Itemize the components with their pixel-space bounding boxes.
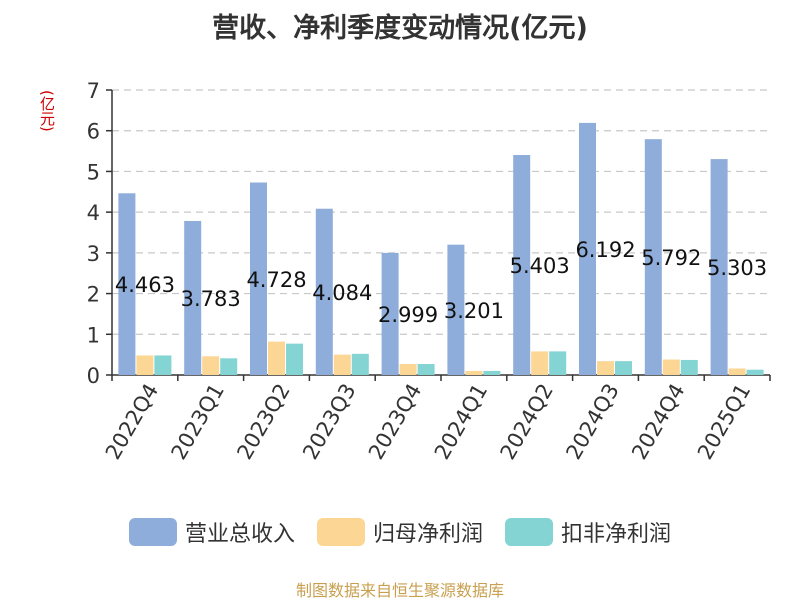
legend-label: 扣非净利润 xyxy=(561,522,672,547)
bar-non-recurring-profit xyxy=(351,353,369,375)
bar-parent-profit xyxy=(597,361,614,375)
legend-swatch-icon xyxy=(128,518,177,546)
data-label-revenue: 5.792 xyxy=(641,246,701,270)
y-tick-label: 3 xyxy=(87,242,100,266)
legend-swatch-icon xyxy=(316,518,365,546)
bar-revenue xyxy=(315,208,333,375)
bar-non-recurring-profit xyxy=(286,343,303,375)
x-tick-label: 2024Q4 xyxy=(627,380,689,464)
legend-label: 营业总收入 xyxy=(184,522,295,547)
y-tick-label: 2 xyxy=(87,283,100,307)
data-label-revenue: 3.783 xyxy=(181,287,241,311)
legend-item-revenue[interactable]: 营业总收入 xyxy=(128,516,295,548)
bar-revenue xyxy=(579,122,596,375)
data-label-revenue: 2.999 xyxy=(378,303,438,327)
bar-revenue xyxy=(644,139,662,375)
bar-parent-profit xyxy=(662,359,680,375)
bar-non-recurring-profit xyxy=(615,361,632,375)
data-label-revenue: 4.463 xyxy=(115,273,175,297)
bar-non-recurring-profit xyxy=(483,370,501,375)
bar-non-recurring-profit xyxy=(154,355,172,375)
bar-revenue xyxy=(513,155,531,375)
x-tick-label: 2023Q3 xyxy=(298,380,360,464)
x-tick-label: 2024Q2 xyxy=(496,380,558,464)
legend-swatch-icon xyxy=(505,518,553,546)
bar-revenue xyxy=(447,244,465,375)
bar-parent-profit xyxy=(136,355,154,375)
bar-non-recurring-profit xyxy=(549,351,567,375)
bar-non-recurring-profit xyxy=(220,358,238,375)
x-tick-label: 2023Q2 xyxy=(232,380,294,464)
data-label-revenue: 6.192 xyxy=(575,238,635,262)
bar-non-recurring-profit xyxy=(680,359,698,375)
legend-item-parent-profit[interactable]: 归母净利润 xyxy=(316,516,483,548)
legend-item-non-recurring-profit[interactable]: 扣非净利润 xyxy=(505,516,671,548)
y-tick-label: 5 xyxy=(87,160,100,184)
bar-parent-profit xyxy=(202,356,220,375)
bar-non-recurring-profit xyxy=(746,369,764,375)
data-label-revenue: 4.728 xyxy=(246,268,306,292)
chart-legend: 营业总收入 归母净利润 扣非净利润 xyxy=(0,516,800,548)
data-label-revenue: 5.403 xyxy=(510,254,570,278)
x-tick-label: 2023Q1 xyxy=(167,380,229,464)
y-tick-label: 0 xyxy=(87,364,100,388)
y-tick-label: 7 xyxy=(87,79,100,103)
x-tick-label: 2024Q1 xyxy=(430,380,492,464)
data-label-revenue: 5.303 xyxy=(707,256,767,280)
bar-revenue xyxy=(184,220,202,375)
y-tick-label: 1 xyxy=(87,323,100,347)
bar-parent-profit xyxy=(531,351,549,375)
bar-revenue xyxy=(250,182,267,375)
data-label-revenue: 3.201 xyxy=(444,299,504,323)
x-tick-label: 2025Q1 xyxy=(693,380,755,464)
bar-non-recurring-profit xyxy=(417,364,435,375)
bar-parent-profit xyxy=(268,341,285,375)
bar-revenue xyxy=(381,252,399,375)
y-axis-unit-label: (亿元) xyxy=(38,90,56,132)
bar-revenue xyxy=(118,193,136,375)
x-tick-label: 2022Q4 xyxy=(101,380,163,464)
bar-parent-profit xyxy=(465,370,483,375)
chart-title: 营收、净利季度变动情况(亿元) xyxy=(212,13,588,44)
bar-parent-profit xyxy=(333,354,351,375)
bar-parent-profit xyxy=(728,368,746,375)
y-tick-label: 6 xyxy=(87,120,100,144)
x-tick-label: 2023Q4 xyxy=(364,380,426,464)
data-source-note: 制图数据来自恒生聚源数据库 xyxy=(295,581,504,600)
data-label-revenue: 4.084 xyxy=(312,281,372,305)
x-tick-label: 2024Q3 xyxy=(561,380,623,464)
legend-label: 归母净利润 xyxy=(372,522,483,547)
bar-revenue xyxy=(710,159,728,375)
bar-parent-profit xyxy=(399,364,417,375)
y-tick-label: 4 xyxy=(87,201,100,225)
